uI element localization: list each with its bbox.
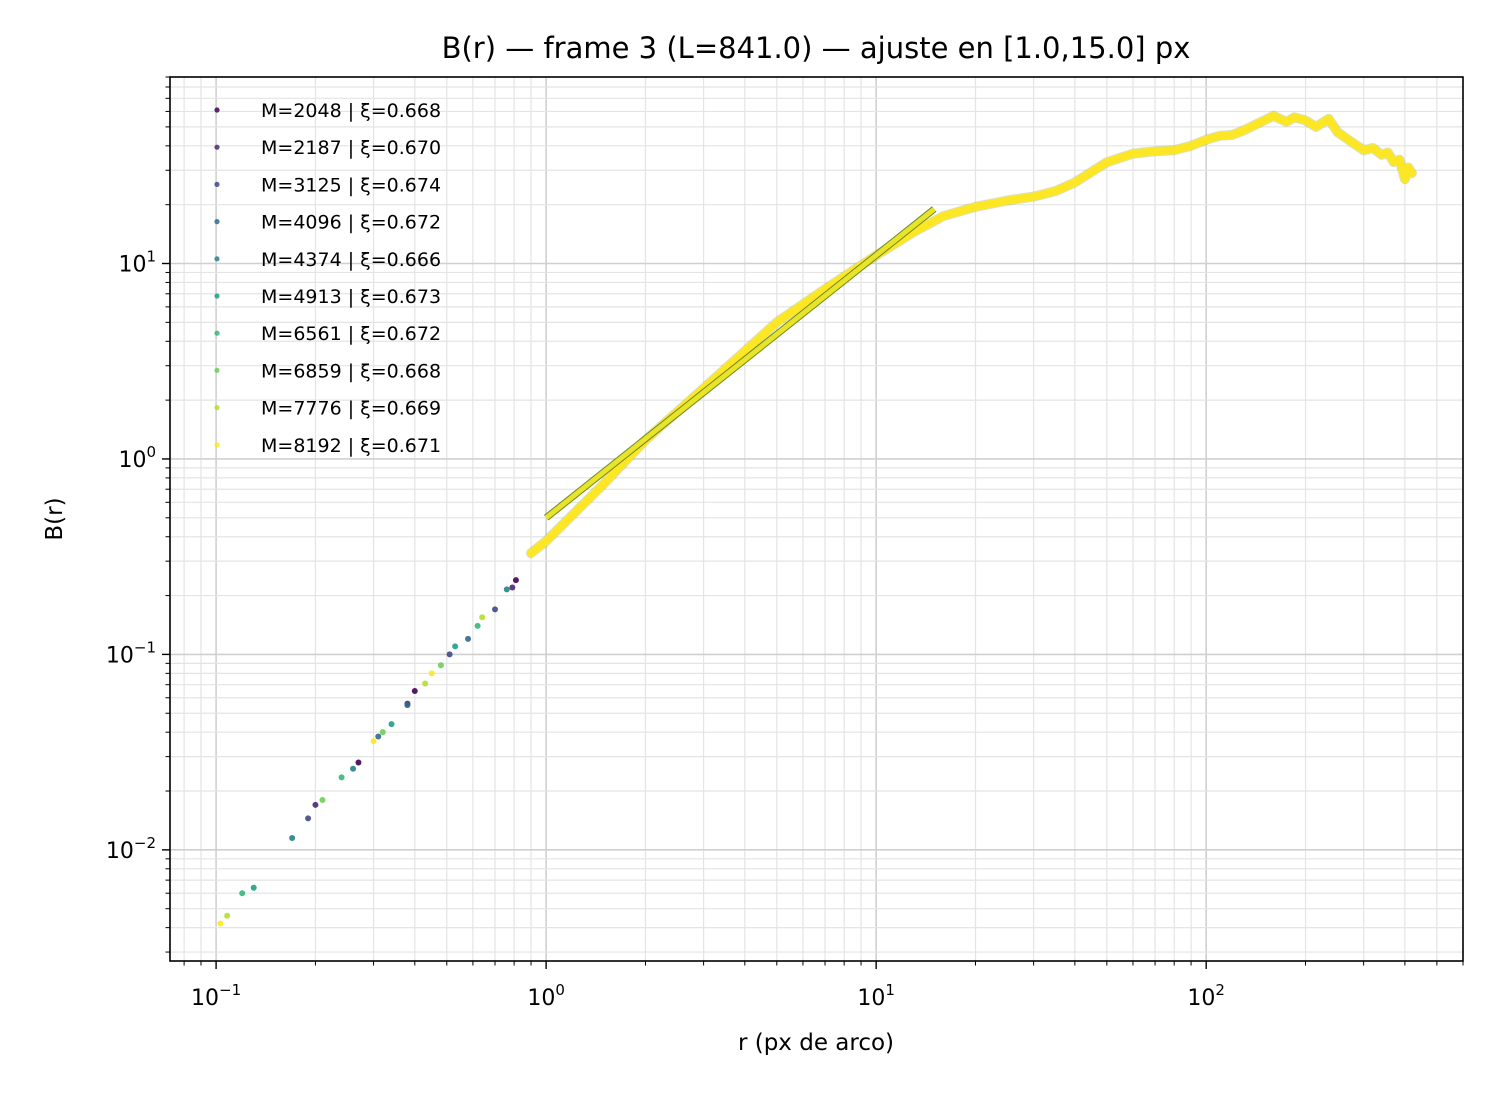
- x-tick-label: 102: [1187, 981, 1225, 1011]
- legend: M=2048 | ξ=0.668 M=2187 | ξ=0.670 M=3125 |…: [214, 100, 441, 457]
- data-point: [428, 670, 435, 677]
- data-point: [305, 815, 312, 822]
- legend-label: M=4374 | ξ=0.666: [261, 249, 441, 271]
- data-point: [375, 733, 382, 740]
- data-point: [446, 651, 453, 658]
- data-point: [224, 912, 231, 919]
- data-point: [239, 890, 246, 897]
- chart-title: B(r) — frame 3 (L=841.0) — ajuste en [1.…: [442, 31, 1191, 65]
- y-tick-label: 101: [118, 248, 156, 278]
- data-point: [289, 834, 296, 841]
- data-point: [452, 643, 459, 650]
- data-point: [492, 606, 499, 613]
- x-tick-label: 101: [857, 981, 895, 1011]
- x-tick-label: 100: [527, 981, 565, 1011]
- legend-marker: [214, 219, 220, 225]
- data-point: [422, 680, 429, 687]
- y-tick-label: 100: [118, 443, 156, 473]
- data-point: [355, 759, 362, 766]
- data-point: [503, 586, 510, 593]
- data-point: [217, 920, 224, 927]
- fit-line: [544, 207, 936, 520]
- data-point: [312, 801, 319, 808]
- legend-marker: [214, 144, 220, 150]
- grid: [170, 76, 1464, 961]
- data-point: [379, 729, 386, 736]
- plot-area: [217, 110, 1417, 927]
- data-point: [388, 721, 395, 728]
- data-point: [509, 584, 516, 591]
- legend-label: M=6561 | ξ=0.672: [261, 323, 441, 345]
- legend-marker: [214, 330, 220, 336]
- legend-marker: [214, 256, 220, 262]
- data-point: [338, 774, 345, 781]
- data-point: [465, 635, 472, 642]
- legend-label: M=6859 | ξ=0.668: [261, 360, 441, 382]
- legend-label: M=4913 | ξ=0.673: [261, 286, 441, 308]
- data-point: [474, 622, 481, 629]
- legend-marker: [214, 367, 220, 373]
- legend-label: M=2187 | ξ=0.670: [261, 137, 441, 159]
- legend-marker: [214, 107, 220, 113]
- data-point: [350, 765, 357, 772]
- legend-label: M=7776 | ξ=0.669: [261, 398, 441, 420]
- x-axis-label: r (px de arco): [738, 1030, 894, 1056]
- y-tick-label: 10−2: [106, 834, 156, 864]
- data-point: [250, 884, 257, 891]
- legend-marker: [214, 405, 220, 411]
- legend-label: M=4096 | ξ=0.672: [261, 212, 441, 234]
- legend-marker: [214, 442, 220, 448]
- axes-frame: [169, 76, 1464, 962]
- legend-label: M=3125 | ξ=0.674: [261, 174, 441, 196]
- y-tick-label: 10−1: [106, 638, 156, 668]
- data-point: [479, 614, 486, 621]
- data-point: [370, 738, 377, 745]
- data-point: [437, 662, 444, 669]
- legend-label: M=2048 | ξ=0.668: [261, 100, 441, 122]
- data-point: [411, 687, 418, 694]
- x-tick-label: 10−1: [191, 981, 241, 1011]
- data-point: [404, 702, 411, 709]
- data-point: [319, 796, 326, 803]
- legend-marker: [214, 181, 220, 187]
- y-axis-label: B(r): [42, 497, 68, 540]
- legend-marker: [214, 293, 220, 299]
- legend-label: M=8192 | ξ=0.671: [261, 435, 441, 457]
- data-point: [512, 577, 519, 584]
